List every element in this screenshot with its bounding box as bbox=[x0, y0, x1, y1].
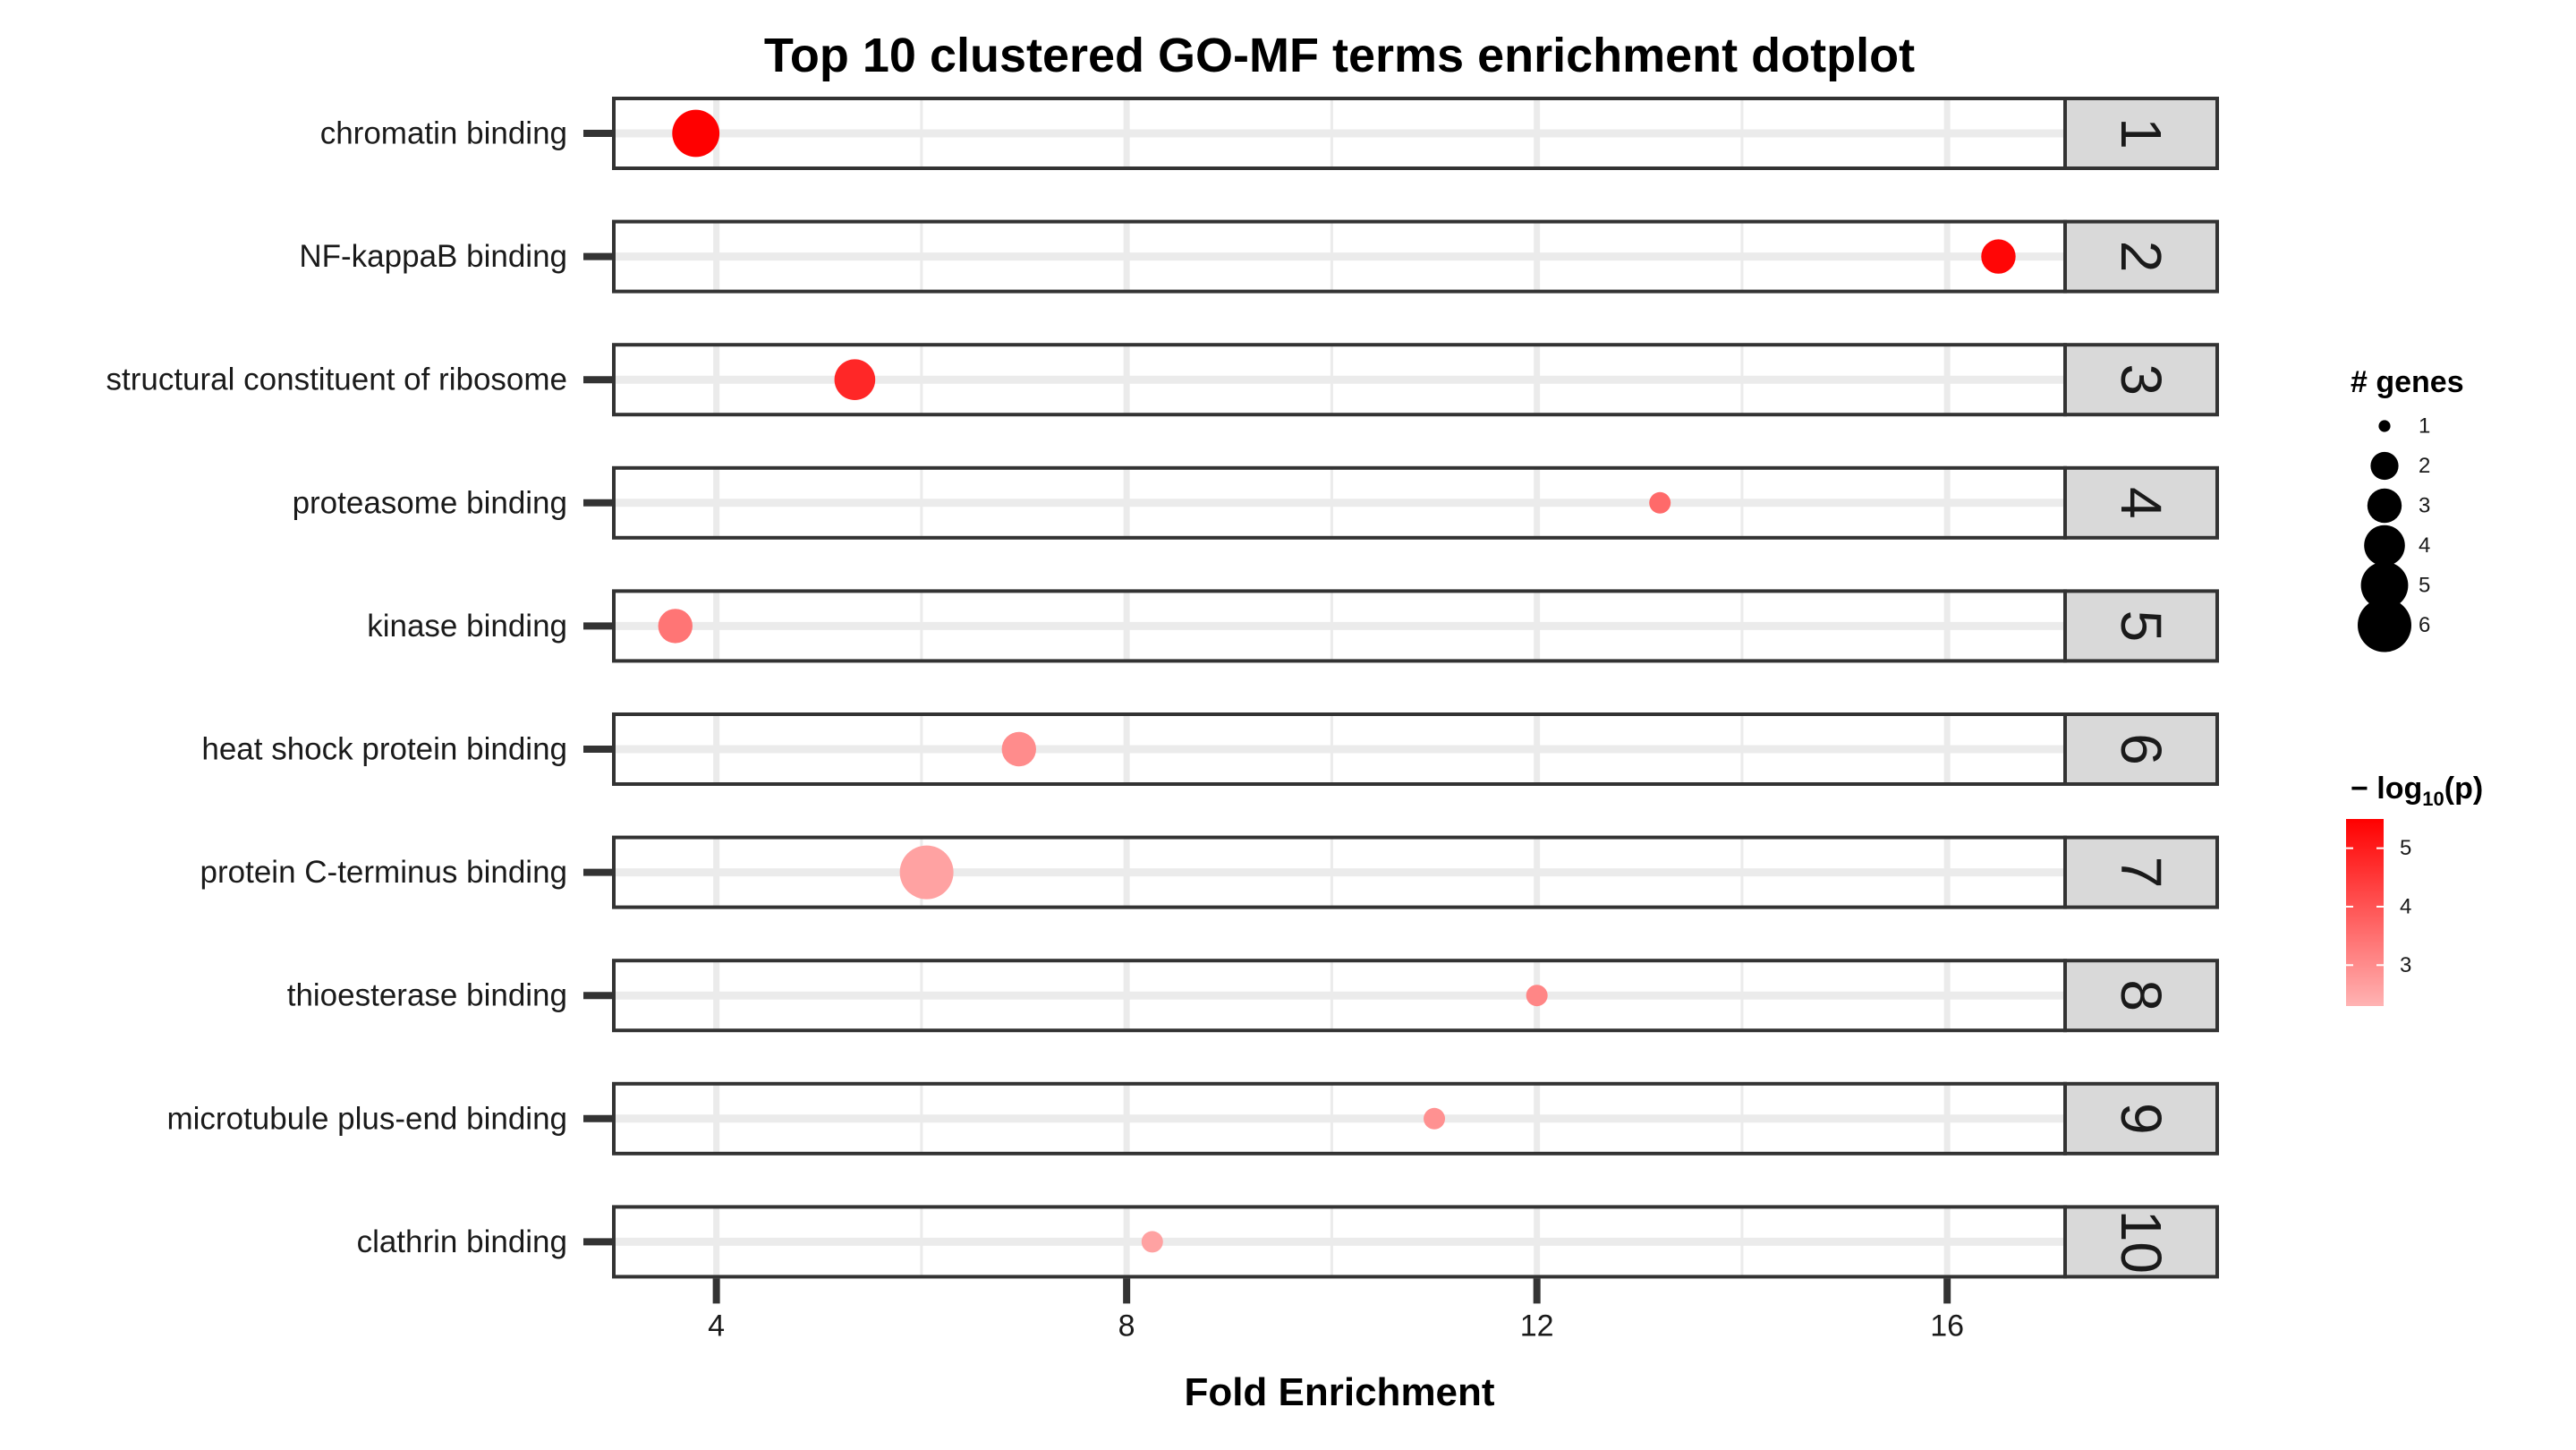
facet-panel: 8 thioesterase binding bbox=[287, 959, 2219, 1033]
y-tick-label: microtubule plus-end binding bbox=[167, 1101, 568, 1136]
y-tick-label: protein C-terminus binding bbox=[200, 855, 567, 890]
data-point bbox=[1001, 731, 1036, 767]
facet-strip-label: 4 bbox=[2109, 487, 2173, 519]
size-legend-dot bbox=[2360, 561, 2409, 610]
data-point bbox=[658, 609, 693, 644]
facet-strip-label: 3 bbox=[2109, 363, 2173, 396]
facet-strip-label: 7 bbox=[2109, 857, 2173, 889]
facet-panels: 1 chromatin binding 2 NF-kappaB binding 3 str… bbox=[106, 97, 2219, 1279]
x-tick-label: 16 bbox=[1930, 1309, 1964, 1343]
facet-strip bbox=[2063, 343, 2219, 417]
facet-panel: 4 proteasome binding bbox=[293, 465, 2219, 540]
size-legend: # genes 1 2 3 4 5 6 bbox=[2351, 365, 2464, 652]
size-legend-dot bbox=[2370, 451, 2399, 481]
facet-strip-label: 9 bbox=[2109, 1103, 2173, 1135]
facet-strip bbox=[2063, 589, 2219, 663]
color-legend: − log10(p) 5 4 3 bbox=[2346, 772, 2483, 1006]
color-legend-title: − log10(p) bbox=[2351, 772, 2483, 810]
facet-strip-label: 2 bbox=[2109, 241, 2173, 273]
color-legend-label: 3 bbox=[2400, 953, 2411, 977]
facet-strip bbox=[2063, 835, 2219, 909]
facet-strip bbox=[2063, 959, 2219, 1033]
facet-strip bbox=[2063, 219, 2219, 294]
x-tick-label: 4 bbox=[708, 1309, 725, 1343]
y-tick-label: structural constituent of ribosome bbox=[106, 362, 567, 397]
facet-panel: 6 heat shock protein binding bbox=[201, 712, 2219, 786]
data-point bbox=[1981, 239, 2016, 274]
facet-strip-label: 1 bbox=[2109, 117, 2173, 149]
facet-strip-label: 5 bbox=[2109, 610, 2173, 643]
facet-panel: 2 NF-kappaB binding bbox=[299, 219, 2219, 294]
y-tick-label: clathrin binding bbox=[357, 1224, 567, 1259]
facet-strip bbox=[2063, 465, 2219, 540]
y-tick-label: proteasome binding bbox=[293, 485, 567, 520]
facet-panel: 1 chromatin binding bbox=[320, 97, 2219, 170]
data-point bbox=[834, 359, 876, 401]
size-legend-label: 2 bbox=[2419, 454, 2430, 478]
facet-panel: 10 clathrin binding bbox=[357, 1205, 2219, 1279]
size-legend-label: 3 bbox=[2419, 494, 2430, 518]
size-legend-label: 4 bbox=[2419, 533, 2430, 558]
size-legend-dot bbox=[2378, 420, 2391, 432]
size-legend-label: 6 bbox=[2419, 613, 2430, 637]
facet-strip bbox=[2063, 1081, 2219, 1156]
data-point bbox=[672, 109, 720, 158]
facet-panel: 9 microtubule plus-end binding bbox=[167, 1081, 2219, 1156]
size-legend-dot bbox=[2358, 598, 2411, 652]
x-axis: 4 8 12 16 bbox=[708, 1278, 1964, 1343]
facet-panel: 3 structural constituent of ribosome bbox=[106, 343, 2219, 417]
facet-panel: 5 kinase binding bbox=[367, 589, 2219, 663]
y-tick-label: thioesterase binding bbox=[287, 978, 567, 1013]
x-tick-label: 12 bbox=[1520, 1309, 1554, 1343]
facet-strip bbox=[2063, 712, 2219, 786]
y-tick-label: kinase binding bbox=[367, 609, 567, 644]
size-legend-label: 1 bbox=[2419, 414, 2430, 439]
data-point bbox=[1649, 491, 1671, 514]
data-point bbox=[1424, 1107, 1446, 1130]
facet-strip-label: 10 bbox=[2109, 1210, 2173, 1274]
size-legend-label: 5 bbox=[2419, 574, 2430, 598]
y-tick-label: chromatin binding bbox=[320, 116, 567, 151]
y-tick-label: NF-kappaB binding bbox=[299, 239, 567, 274]
size-legend-title: # genes bbox=[2351, 365, 2464, 399]
color-legend-label: 5 bbox=[2400, 836, 2411, 860]
color-legend-label: 4 bbox=[2400, 894, 2411, 918]
data-point bbox=[1141, 1231, 1163, 1253]
facet-strip-label: 8 bbox=[2109, 979, 2173, 1011]
color-legend-bar bbox=[2346, 819, 2384, 1006]
data-point bbox=[1526, 985, 1548, 1007]
facet-strip-label: 6 bbox=[2109, 733, 2173, 765]
size-legend-dot bbox=[2367, 488, 2402, 524]
x-tick-label: 8 bbox=[1118, 1309, 1135, 1343]
facet-strip bbox=[2063, 1205, 2219, 1279]
x-axis-label: Fold Enrichment bbox=[1184, 1370, 1494, 1414]
size-legend-dot bbox=[2364, 525, 2405, 567]
facet-strip bbox=[2063, 97, 2219, 170]
y-tick-label: heat shock protein binding bbox=[201, 732, 567, 767]
facet-panel: 7 protein C-terminus binding bbox=[200, 835, 2219, 909]
chart-title: Top 10 clustered GO-MF terms enrichment … bbox=[764, 29, 1915, 82]
data-point bbox=[899, 845, 954, 900]
